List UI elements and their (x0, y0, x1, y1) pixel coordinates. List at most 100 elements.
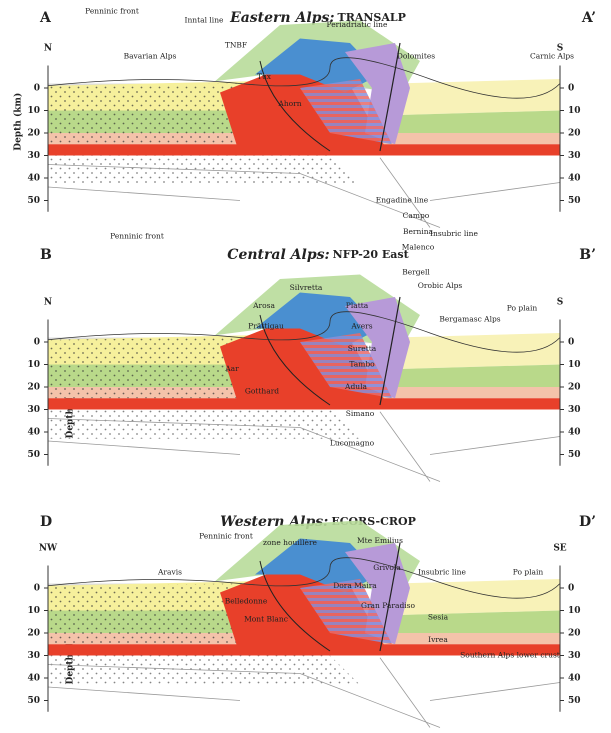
unit-label: Mont Blanc (244, 615, 288, 624)
panel-letter-end: B’ (579, 247, 596, 263)
unit-label: Prättigau (248, 321, 284, 330)
depth-tick-label: 10 (27, 106, 40, 116)
left-direction: N (44, 298, 52, 308)
unit-label: Ivrea (428, 635, 448, 644)
unit-label: Southern Alps lower crust (460, 651, 560, 660)
moho-line (429, 682, 561, 701)
depth-tick-label: 10 (27, 360, 40, 370)
unit-label: Periadriatic line (327, 20, 388, 29)
moho-line (379, 657, 431, 728)
depth-tick-label: 50 (27, 450, 40, 460)
depth-tick-label: 0 (568, 584, 574, 594)
topography (47, 557, 561, 599)
lower-crust-south (380, 133, 560, 145)
panel-letter-end: D’ (579, 514, 596, 530)
unit-label: Penninic front (110, 231, 164, 240)
unit-label: Mte Emilius (357, 536, 403, 545)
moho-line (429, 436, 561, 455)
title-rest: TRANSALP (338, 11, 406, 24)
unit-label: Insubric line (418, 567, 466, 576)
unit-label: Dolomites (397, 52, 435, 61)
unit-label: Malenco (402, 243, 435, 252)
panel-letter: A (39, 10, 52, 26)
depth-tick-label: 0 (568, 338, 574, 348)
unit-label: Suretta (348, 344, 377, 353)
purple-nappe (345, 43, 410, 145)
unit-label: zone houillère (263, 538, 318, 547)
topography (47, 311, 561, 353)
unit-label: Adula (344, 382, 367, 391)
panel-title: Eastern Alps: TRANSALP (229, 10, 406, 26)
unit-label: Po plain (507, 303, 538, 312)
middle-crust-south (390, 364, 560, 387)
unit-label: Arosa (252, 301, 275, 310)
lower-crust-south (380, 633, 560, 645)
depth-tick-label: 20 (27, 629, 40, 639)
title-italic: Eastern Alps: (229, 10, 334, 26)
purple-nappe (345, 543, 410, 645)
moho-line (379, 411, 431, 482)
depth-tick-label: 40 (568, 428, 581, 438)
unit-label: Insubric line (430, 229, 478, 238)
unit-label: Penninic front (199, 531, 253, 540)
cross-section-panel: BB’Central Alps:NFP-20 EastNSDepth (km)0… (27, 195, 596, 482)
depth-tick-label: 50 (568, 696, 581, 706)
moho-line (47, 440, 241, 455)
right-direction: SE (553, 544, 566, 554)
depth-tick-label: 20 (27, 383, 40, 393)
fault-line (379, 542, 401, 652)
unit-label: Orobic Alps (418, 281, 463, 290)
depth-tick-label: 30 (568, 405, 581, 415)
unit-label: TNBF (225, 40, 247, 49)
upper-crust-south (395, 333, 560, 369)
unit-label: Simano (346, 409, 375, 418)
moho-line (429, 182, 561, 201)
depth-tick-label: 0 (34, 84, 40, 94)
unit-label: Inntal line (185, 16, 225, 25)
panel-letter: B (40, 247, 52, 263)
depth-tick-label: 50 (568, 196, 581, 206)
depth-tick-label: 30 (27, 651, 40, 661)
unit-label: Tambo (349, 360, 375, 369)
striped-slab (300, 79, 392, 145)
depth-tick-label: 20 (568, 629, 581, 639)
depth-tick-label: 0 (34, 584, 40, 594)
unit-label: Lucomagno (330, 438, 375, 447)
panel-title: Central Alps: NFP-20 East (227, 247, 409, 263)
unit-label: Tux (257, 72, 272, 81)
unit-label: Bavarian Alps (124, 52, 177, 61)
title-italic: Central Alps: (227, 247, 329, 263)
depth-tick-label: 20 (568, 129, 581, 139)
fault-line (259, 60, 331, 152)
depth-tick-label: 40 (27, 174, 40, 184)
fault-line (379, 296, 401, 406)
moho-line (299, 673, 441, 728)
unit-label: Ahorn (277, 99, 301, 108)
depth-tick-label: 30 (568, 151, 581, 161)
unit-label: Po plain (513, 567, 544, 576)
unit-label: Sesia (428, 612, 449, 621)
unit-label: Bergell (402, 267, 430, 276)
cross-section-panel: DD’Western Alps:ECORS-CROPNWSEDepth (km)… (27, 514, 596, 728)
depth-tick-label: 50 (27, 196, 40, 206)
unit-label: Avers (350, 321, 372, 330)
fault-line (259, 560, 331, 652)
moho-line (299, 173, 441, 228)
depth-tick-label: 10 (568, 606, 581, 616)
fault-line (259, 314, 331, 406)
depth-tick-label: 50 (568, 450, 581, 460)
depth-tick-label: 40 (27, 674, 40, 684)
depth-tick-label: 10 (568, 106, 581, 116)
unit-label: Platta (346, 301, 369, 310)
unit-label: Aar (224, 364, 239, 373)
depth-tick-label: 50 (27, 696, 40, 706)
unit-label: Dora Maira (333, 581, 377, 590)
depth-tick-label: 10 (27, 606, 40, 616)
depth-tick-label: 30 (568, 651, 581, 661)
upper-crust-south (395, 79, 560, 115)
depth-tick-label: 20 (27, 129, 40, 139)
unit-label: Campo (403, 211, 430, 220)
depth-tick-label: 30 (27, 151, 40, 161)
moho-line (47, 164, 301, 174)
unit-label: Bergamasc Alps (439, 315, 500, 324)
